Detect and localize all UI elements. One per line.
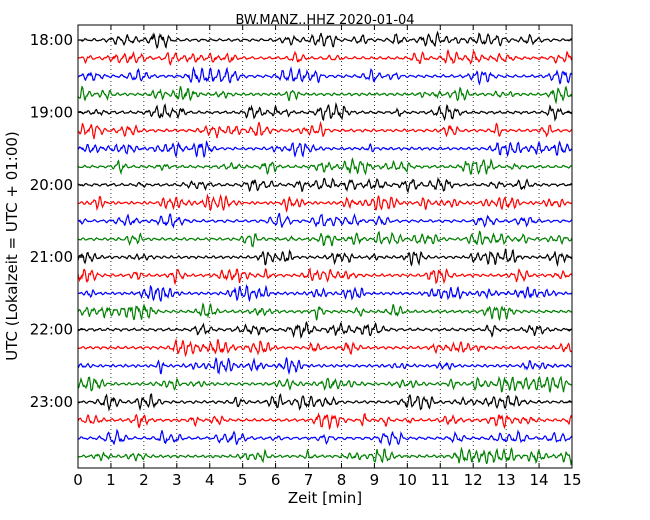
x-tick-label: 3 (172, 471, 182, 489)
seismogram-trace (77, 230, 573, 248)
y-tick-label: 18:00 (30, 31, 73, 49)
seismogram-trace (77, 337, 573, 358)
seismogram-trace (77, 193, 573, 213)
y-tick-label: 19:00 (30, 103, 73, 121)
seismogram-trace (77, 157, 573, 176)
seismogram-trace (77, 375, 573, 394)
seismogram-trace (77, 101, 573, 122)
y-tick-label: 22:00 (30, 321, 73, 339)
x-tick-label: 4 (205, 471, 215, 489)
seismogram-trace (77, 302, 573, 322)
seismogram-trace (77, 85, 573, 105)
seismogram-trace (77, 248, 573, 268)
seismogram-trace (77, 357, 573, 376)
plot-frame (77, 24, 573, 469)
x-tick-label: 13 (497, 471, 516, 489)
seismogram-trace (77, 266, 573, 286)
seismogram-traces (77, 30, 573, 466)
x-tick-label: 6 (271, 471, 281, 489)
y-axis-label: UTC (Lokalzeit = UTC + 01:00) (3, 131, 21, 361)
chart-title: BW.MANZ..HHZ 2020-01-04 (235, 13, 414, 28)
x-tick-label: 15 (562, 471, 581, 489)
seismogram-trace (77, 212, 573, 229)
x-axis: 0 1 2 3 4 5 6 7 8 9 10 11 12 13 14 15 (73, 25, 582, 489)
x-tick-label: 9 (370, 471, 380, 489)
x-tick-label: 2 (139, 471, 149, 489)
y-tick-label: 23:00 (30, 393, 73, 411)
x-tick-label: 10 (398, 471, 417, 489)
seismogram-trace (77, 412, 573, 431)
seismogram-trace (77, 30, 573, 49)
seismogram-trace (78, 446, 573, 466)
seismogram-trace (77, 140, 573, 158)
x-tick-label: 1 (106, 471, 116, 489)
seismogram-trace (77, 321, 573, 339)
y-tick-label: 21:00 (30, 248, 73, 266)
y-axis: 18:00 19:00 20:00 21:00 22:00 23:00 (30, 31, 572, 411)
x-axis-label: Zeit [min] (288, 489, 362, 507)
seismogram-trace (77, 48, 573, 66)
x-tick-label: 7 (304, 471, 314, 489)
x-tick-label: 0 (73, 471, 83, 489)
x-tick-label: 5 (238, 471, 248, 489)
seismogram-trace (77, 428, 573, 447)
seismogram-trace (77, 176, 573, 194)
x-tick-label: 8 (337, 471, 347, 489)
seismogram-trace (77, 283, 573, 303)
y-tick-label: 20:00 (30, 176, 73, 194)
x-tick-label: 14 (530, 471, 549, 489)
x-tick-label: 12 (464, 471, 483, 489)
x-tick-label: 11 (431, 471, 450, 489)
seismogram-trace (77, 120, 573, 140)
seismogram-trace (77, 66, 573, 86)
seismogram-trace (77, 393, 573, 412)
